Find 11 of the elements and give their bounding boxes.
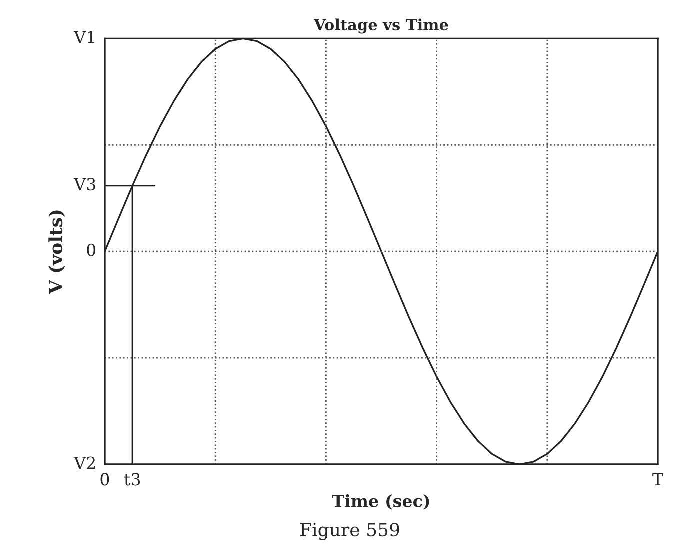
- x-tick-label: t3: [124, 473, 140, 486]
- text: V2: [74, 456, 96, 470]
- text: V1: [74, 30, 94, 44]
- annotation: V3: [74, 178, 96, 191]
- text: 0: [87, 244, 96, 256]
- x-tick-label: 0: [100, 473, 110, 486]
- x-tick-label: T: [652, 473, 664, 486]
- x-axis-title: Time (sec): [332, 494, 430, 510]
- caption: Figure 559: [300, 523, 400, 540]
- y-axis-title: V (volts): [48, 210, 66, 294]
- chart-title: Voltage vs Time: [314, 18, 448, 34]
